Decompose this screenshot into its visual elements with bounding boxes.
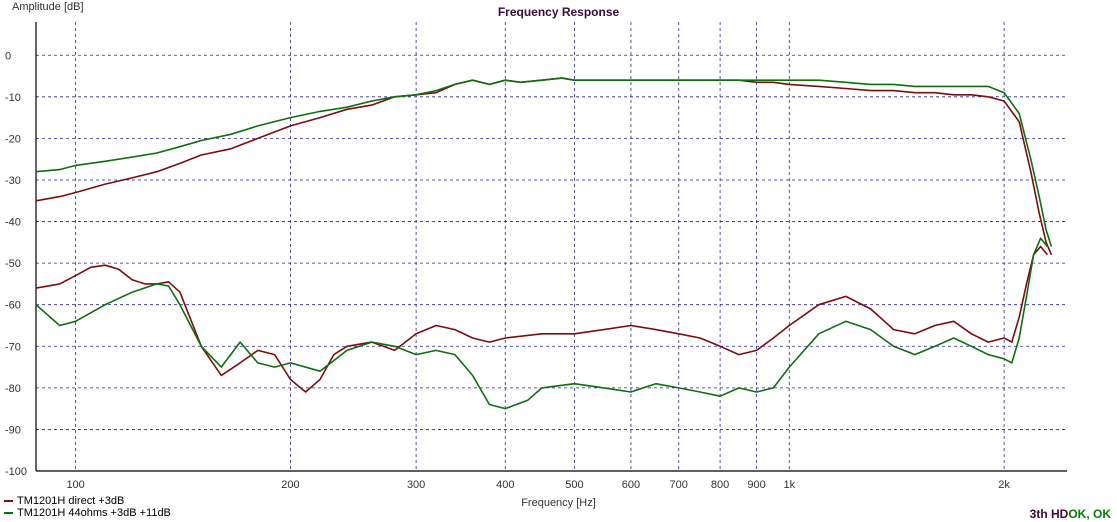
legend-item: TM1201H direct +3dB (4, 495, 171, 507)
chart-tick-labels: 0 -10 -20 -30 -40 -50 -60 -70 -80 -90 -100 100 200 30… (5, 50, 1010, 491)
legend-label: TM1201H 44ohms +3dB +11dB (17, 507, 171, 519)
y-tick-label: 0 (5, 50, 11, 62)
y-tick-label: -10 (5, 92, 21, 104)
legend-item: TM1201H 44ohms +3dB +11dB (4, 507, 171, 519)
x-tick-label: 100 (66, 479, 84, 491)
legend-swatch (4, 500, 13, 502)
response-series-line (35, 77, 1053, 256)
y-tick-label: -80 (5, 383, 21, 395)
x-tick-label: 2k (998, 479, 1010, 491)
x-tick-label: 800 (711, 479, 729, 491)
x-tick-label: 300 (407, 479, 425, 491)
chart-grid (36, 22, 1067, 471)
x-tick-label: 200 (281, 479, 299, 491)
chart-title: Frequency Response (497, 5, 620, 19)
y-tick-label: -50 (5, 258, 21, 270)
legend-label: TM1201H direct +3dB (17, 495, 125, 507)
y-tick-label: -60 (5, 300, 21, 312)
status-indicator: 3th HDOK, OK (1030, 507, 1111, 521)
y-axis-label: Amplitude [dB] (12, 1, 84, 13)
distortion-series-line (35, 245, 1049, 393)
x-tick-label: 900 (747, 479, 765, 491)
x-tick-label: 700 (670, 479, 688, 491)
y-tick-label: -100 (5, 466, 27, 478)
x-tick-label: 1k (783, 479, 795, 491)
x-tick-label: 500 (565, 479, 583, 491)
x-axis-label: Frequency [Hz] (521, 497, 596, 509)
chart-axes (35, 22, 1067, 472)
y-tick-label: -30 (5, 175, 21, 187)
legend-swatch (4, 512, 13, 514)
chart-series (35, 77, 1053, 410)
x-tick-label: 600 (622, 479, 640, 491)
status-thd-label: 3th HD (1029, 507, 1069, 521)
y-tick-label: -20 (5, 133, 21, 145)
distortion-series-line (35, 237, 1049, 410)
y-tick-label: -70 (5, 341, 21, 353)
status-ok-label: OK, OK (1068, 507, 1111, 521)
chart-legend: TM1201H direct +3dB TM1201H 44ohms +3dB … (4, 495, 171, 519)
response-series-line (35, 77, 1053, 247)
x-tick-label: 400 (496, 479, 514, 491)
y-tick-label: -90 (5, 424, 21, 436)
y-tick-label: -40 (5, 217, 21, 229)
